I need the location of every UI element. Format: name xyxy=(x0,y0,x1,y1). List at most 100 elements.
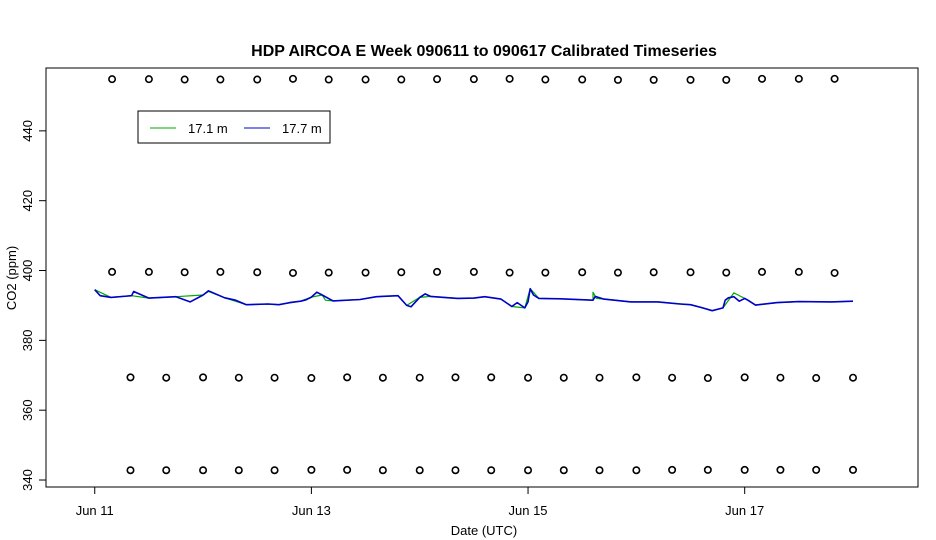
calibration-point xyxy=(812,374,821,383)
calibration-point xyxy=(613,268,622,277)
calibration-point xyxy=(234,466,243,475)
calibration-point xyxy=(559,373,568,382)
calibration-point xyxy=(703,465,712,474)
chart-title: HDP AIRCOA E Week 090611 to 090617 Calib… xyxy=(251,43,717,60)
calibration-point xyxy=(199,373,208,382)
calibration-point xyxy=(758,267,767,276)
calibration-point xyxy=(578,75,587,84)
calibration-markers xyxy=(108,74,858,475)
calibration-point xyxy=(451,373,460,382)
legend-label-17-7m: 17.7 m xyxy=(282,121,322,136)
series-line-17-1-m xyxy=(94,288,854,312)
calibration-point xyxy=(253,268,262,277)
calibration-point xyxy=(849,373,858,382)
calibration-point xyxy=(649,75,658,84)
calibration-point xyxy=(722,268,731,277)
legend: 17.1 m 17.7 m xyxy=(137,110,331,144)
calibration-point xyxy=(433,267,442,276)
calibration-point xyxy=(649,268,658,277)
calibration-point xyxy=(487,466,496,475)
calibration-point xyxy=(324,268,333,277)
legend-label-17-1m: 17.1 m xyxy=(188,121,228,136)
x-tick-label-1: Jun 13 xyxy=(292,503,331,518)
y-axis: 340 360 380 400 420 440 xyxy=(20,120,46,491)
calibration-point xyxy=(199,466,208,475)
calibration-point xyxy=(324,75,333,84)
calibration-point xyxy=(108,267,117,276)
calibration-point xyxy=(162,373,171,382)
calibration-point xyxy=(524,466,533,475)
calibration-point xyxy=(505,268,514,277)
calibration-point xyxy=(361,268,370,277)
calibration-point xyxy=(632,466,641,475)
calibration-point xyxy=(686,75,695,84)
calibration-point xyxy=(559,466,568,475)
calibration-point xyxy=(613,75,622,84)
y-axis-label: CO2 (ppm) xyxy=(4,246,19,310)
calibration-point xyxy=(740,465,749,474)
calibration-point xyxy=(849,465,858,474)
calibration-point xyxy=(378,373,387,382)
x-axis-label: Date (UTC) xyxy=(451,523,517,538)
calibration-point xyxy=(234,373,243,382)
calibration-point xyxy=(343,465,352,474)
calibration-point xyxy=(812,465,821,474)
calibration-point xyxy=(524,373,533,382)
calibration-point xyxy=(397,75,406,84)
calibration-point xyxy=(216,267,225,276)
calibration-point xyxy=(180,75,189,84)
calibration-point xyxy=(216,75,225,84)
calibration-point xyxy=(288,74,297,83)
calibration-point xyxy=(830,74,839,83)
y-tick-label-4: 420 xyxy=(20,190,35,212)
plot-frame xyxy=(45,67,919,488)
calibration-point xyxy=(433,75,442,84)
calibration-point xyxy=(253,75,262,84)
calibration-point xyxy=(108,75,117,84)
calibration-point xyxy=(270,373,279,382)
calibration-point xyxy=(668,373,677,382)
calibration-point xyxy=(487,373,496,382)
x-tick-label-0: Jun 11 xyxy=(76,503,114,518)
calibration-point xyxy=(794,267,803,276)
x-axis: Jun 11 Jun 13 Jun 15 Jun 17 xyxy=(76,487,764,518)
calibration-point xyxy=(415,466,424,475)
calibration-point xyxy=(505,74,514,83)
calibration-point xyxy=(595,373,604,382)
calibration-point xyxy=(578,268,587,277)
y-tick-label-2: 380 xyxy=(20,329,35,351)
x-tick-label-3: Jun 17 xyxy=(725,503,764,518)
calibration-point xyxy=(415,373,424,382)
calibration-point xyxy=(595,466,604,475)
calibration-point xyxy=(668,465,677,474)
calibration-point xyxy=(686,268,695,277)
calibration-point xyxy=(451,466,460,475)
calibration-point xyxy=(776,373,785,382)
series-lines xyxy=(94,287,854,312)
calibration-point xyxy=(794,74,803,83)
calibration-point xyxy=(270,466,279,475)
calibration-point xyxy=(307,374,316,383)
calibration-point xyxy=(144,267,153,276)
calibration-point xyxy=(378,466,387,475)
calibration-point xyxy=(830,268,839,277)
y-tick-label-5: 440 xyxy=(20,120,35,142)
calibration-point xyxy=(632,373,641,382)
calibration-point xyxy=(740,373,749,382)
calibration-point xyxy=(397,268,406,277)
calibration-point xyxy=(758,74,767,83)
y-tick-label-1: 360 xyxy=(20,399,35,421)
calibration-point xyxy=(126,466,135,475)
calibration-point xyxy=(126,373,135,382)
series-line-17-7-m xyxy=(94,287,854,312)
calibration-point xyxy=(361,75,370,84)
calibration-point xyxy=(541,268,550,277)
calibration-point xyxy=(162,466,171,475)
calibration-point xyxy=(343,373,352,382)
y-tick-label-3: 400 xyxy=(20,260,35,282)
calibration-point xyxy=(469,75,478,84)
calibration-point xyxy=(469,267,478,276)
legend-box xyxy=(137,110,331,144)
x-tick-label-2: Jun 15 xyxy=(509,503,548,518)
